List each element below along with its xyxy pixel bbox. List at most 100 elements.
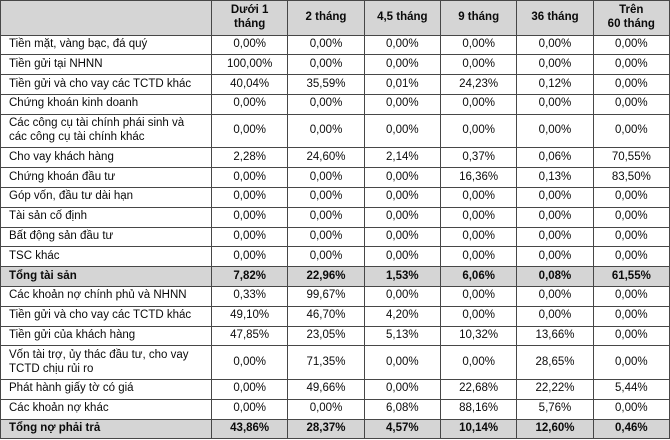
column-header: Dưới 1 tháng [210,0,289,36]
row-label: Các khoản nợ khác [0,398,212,420]
table-row: Tài sản cố định 0,00% 0,00% 0,00% 0,00% 0,00%… [0,206,670,228]
table-cell: 0,00% [287,246,365,268]
row-label: Bất động sản đầu tư [0,226,212,248]
table-cell: 4,57% [363,418,441,440]
table-cell: 0,13% [516,167,594,188]
table-row: Các khoản nợ khác 0,00% 0,00% 6,08% 88,16% 5,… [0,398,670,420]
table-cell: 4,20% [363,305,441,327]
table-cell: 6,06% [439,266,518,287]
table-row: Tiền gửi và cho vay các TCTD khác 49,10% 4… [0,305,670,327]
table-cell: 99,67% [287,285,365,307]
column-header: 2 tháng [287,0,365,36]
column-header: 36 tháng [516,0,594,36]
table-cell: 1,53% [363,266,441,287]
table-cell: 0,37% [439,147,518,169]
table-cell: 0,00% [439,226,518,248]
table-cell: 0,00% [363,246,441,268]
table-cell: 0,00% [210,113,289,149]
table-cell: 47,85% [210,325,289,347]
table-cell: 0,00% [210,34,289,56]
table-cell: 0,00% [210,186,289,208]
table-cell: 2,28% [210,147,289,169]
table-cell: 49,66% [287,378,365,400]
column-header: 9 tháng [439,0,518,36]
table-row: Chứng khoán đầu tư 0,00% 0,00% 0,00% 16,36% 0… [0,167,670,188]
table-cell: 5,44% [592,378,670,400]
row-label: Chứng khoán kinh doanh [0,93,212,115]
table-cell: 0,00% [439,93,518,115]
table-cell: 0,00% [592,93,670,115]
table-cell: 0,00% [516,34,594,56]
row-label: Các khoản nợ chính phủ và NHNN [0,285,212,307]
table-cell: 22,96% [287,266,365,287]
total-row: Tổng nợ phải trả 43,86% 28,37% 4,57% 10,14% 1… [0,418,670,440]
table-cell: 46,70% [287,305,365,327]
table-cell: 0,00% [439,305,518,327]
table-cell: 0,00% [592,345,670,380]
table-cell: 7,82% [210,266,289,287]
row-label: Tiền mặt, vàng bạc, đá quý [0,34,212,56]
table-cell: 0,00% [287,226,365,248]
table-cell: 0,00% [592,54,670,76]
table-cell: 0,00% [592,206,670,228]
table-cell: 0,00% [592,113,670,149]
table-row: TSC khác 0,00% 0,00% 0,00% 0,00% 0,00% 0,00% [0,246,670,268]
table-cell: 0,00% [363,93,441,115]
table-cell: 0,00% [363,54,441,76]
table-cell: 0,00% [210,226,289,248]
table-cell: 61,55% [592,266,670,287]
row-label: Cho vay khách hàng [0,147,212,169]
row-label: Tiền gửi tại NHNN [0,54,212,76]
table-cell: 71,35% [287,345,365,380]
table-cell: 2,14% [363,147,441,169]
table-cell: 0,00% [439,113,518,149]
row-label: TSC khác [0,246,212,268]
table-cell: 28,37% [287,418,365,440]
table-cell: 0,00% [439,285,518,307]
table-cell: 0,00% [592,398,670,420]
table-cell: 40,04% [210,74,289,95]
table-cell: 0,00% [210,93,289,115]
table-cell: 0,00% [210,206,289,228]
table-cell: 88,16% [439,398,518,420]
table-cell: 0,00% [287,113,365,149]
table-row: Góp vốn, đầu tư dài hạn 0,00% 0,00% 0,00% 0,… [0,186,670,208]
table-cell: 0,00% [592,74,670,95]
table-cell: 12,60% [516,418,594,440]
table-cell: 0,00% [592,305,670,327]
table-cell: 0,33% [210,285,289,307]
table-row: Phát hành giấy tờ có giá 0,00% 49,66% 0,00%… [0,378,670,400]
row-label: Tiền gửi và cho vay các TCTD khác [0,305,212,327]
table-cell: 0,06% [516,147,594,169]
table-cell: 0,00% [516,305,594,327]
table-cell: 0,00% [516,113,594,149]
table-cell: 70,55% [592,147,670,169]
table-cell: 0,08% [516,266,594,287]
table-cell: 0,00% [439,206,518,228]
table-cell: 0,00% [516,206,594,228]
row-label: Chứng khoán đầu tư [0,167,212,188]
table-cell: 0,00% [516,285,594,307]
table-cell: 0,00% [516,246,594,268]
table-cell: 0,00% [592,285,670,307]
table-row: Cho vay khách hàng 2,28% 24,60% 2,14% 0,37% 0… [0,147,670,169]
table-cell: 0,01% [363,74,441,95]
total-row: Tổng tài sản 7,82% 22,96% 1,53% 6,06% 0,08% 61… [0,266,670,287]
table-row: Các công cụ tài chính phái sinh và các c… [0,113,670,149]
table-cell: 0,00% [363,206,441,228]
table-row: Tiền gửi tại NHNN 100,00% 0,00% 0,00% 0,00% 0… [0,54,670,76]
table-cell: 0,00% [516,54,594,76]
table-cell: 22,68% [439,378,518,400]
corner-cell [0,0,212,36]
table-cell: 0,46% [592,418,670,440]
table-cell: 0,00% [210,246,289,268]
table-cell: 0,00% [210,345,289,380]
table-row: Tiền gửi của khách hàng 47,85% 23,05% 5,13%… [0,325,670,347]
row-label: Phát hành giấy tờ có giá [0,378,212,400]
row-label: Tài sản cố định [0,206,212,228]
table-cell: 0,00% [363,167,441,188]
table-header-row: Dưới 1 tháng 2 tháng 4,5 tháng 9 tháng 36 th… [0,0,670,36]
table-cell: 0,00% [210,398,289,420]
table-cell: 16,36% [439,167,518,188]
